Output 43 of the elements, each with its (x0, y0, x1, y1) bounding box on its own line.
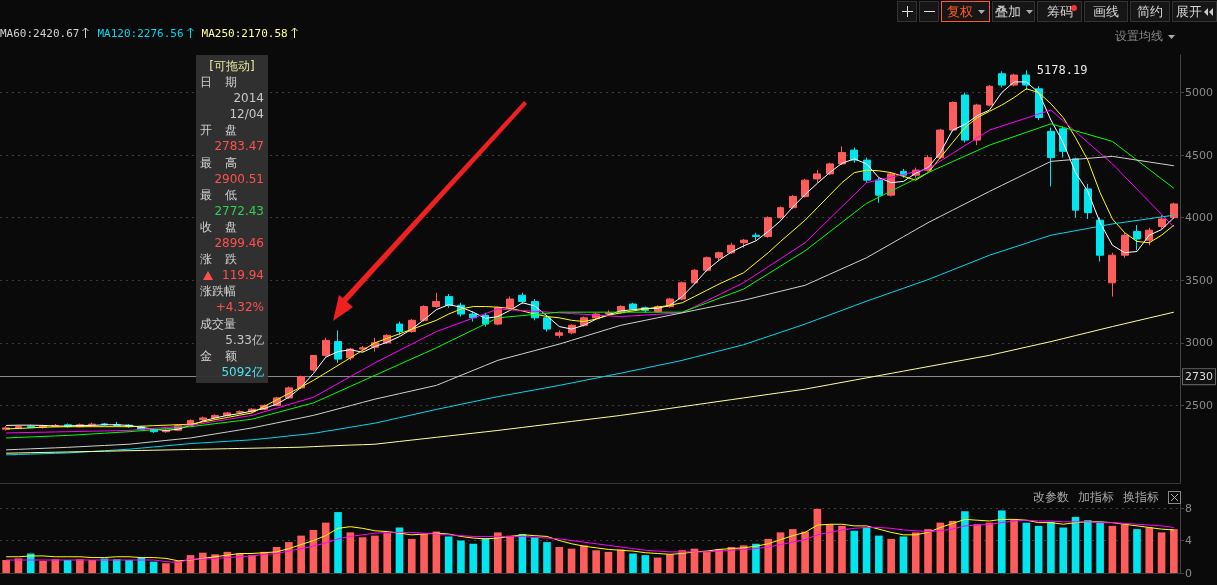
text: 5.33亿 (225, 332, 264, 347)
y-tick-label: 4500 (1185, 148, 1213, 162)
y-tick-label: 0 (1185, 566, 1192, 580)
text: 复权 (946, 2, 973, 21)
text: 展开 (1176, 2, 1202, 21)
annotation: 换指标 (1123, 489, 1159, 506)
annotation: 改参数 (1033, 489, 1069, 506)
text: 119.94 (222, 268, 264, 283)
text: 画线 (1093, 2, 1119, 21)
y-tick-label: 8 (1185, 501, 1192, 515)
category-label: 开盘 (200, 122, 252, 139)
annotation: 5178.19 (1036, 63, 1088, 78)
legend-label: MA60:2420.67 (0, 27, 81, 40)
text: 2772.43 (214, 203, 264, 218)
category-label: 日期 (200, 74, 252, 91)
text: 2900.51 (214, 171, 264, 186)
text: 5092亿 (221, 364, 264, 379)
text: 筹码 (1046, 2, 1073, 21)
text: +4.32% (215, 300, 264, 315)
text: 简约 (1137, 2, 1163, 21)
y-tick-label: 2500 (1185, 398, 1213, 412)
text: 2899.46 (214, 236, 264, 251)
legend-label: MA250:2170.58 (201, 27, 289, 40)
category-label: 金额 (200, 347, 252, 364)
text: 设置均线 (1115, 28, 1163, 45)
text: 2014 12/04 (229, 91, 264, 122)
annotation: 加指标 (1078, 489, 1114, 506)
text: 叠加 (994, 2, 1021, 21)
category-label: 最低 (200, 186, 252, 203)
category-label: 最高 (200, 154, 252, 171)
ref-line-label: 2730 (1185, 370, 1213, 384)
y-tick-label: 5000 (1185, 86, 1213, 100)
category-label: 涨跌 (200, 251, 252, 268)
text: [可拖动] (208, 58, 256, 75)
category-label: 收盘 (200, 218, 252, 236)
legend-label: MA120:2276.56 (97, 27, 185, 40)
category-label: 成交量 (200, 315, 237, 332)
text: 2783.47 (214, 139, 264, 154)
category-label: 涨跌幅 (200, 283, 237, 300)
y-tick-label: 3000 (1185, 336, 1213, 350)
y-tick-label: 4000 (1185, 211, 1213, 225)
y-tick-label: 4 (1185, 534, 1192, 547)
y-tick-label: 3500 (1185, 273, 1213, 287)
